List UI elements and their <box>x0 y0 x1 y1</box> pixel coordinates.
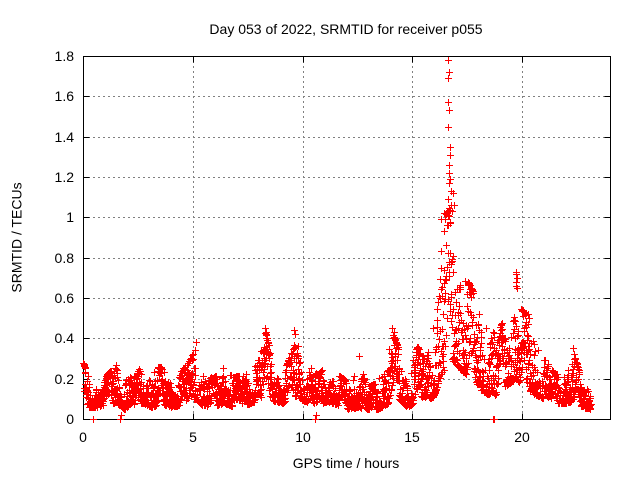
y-tick-label-0.8: 0.8 <box>54 250 74 266</box>
y-tick-label-1: 1 <box>66 209 74 225</box>
y-tick-label-0.4: 0.4 <box>54 330 74 346</box>
y-tick-label-1.6: 1.6 <box>54 88 74 104</box>
x-tick-label-20: 20 <box>514 429 530 445</box>
x-tick-label-5: 5 <box>189 429 197 445</box>
plot-border <box>83 56 611 420</box>
chart-title: Day 053 of 2022, SRMTID for receiver p05… <box>209 21 483 37</box>
y-axis-title: SRMTID / TECUs <box>8 182 25 293</box>
y-tick-label-0: 0 <box>66 411 74 427</box>
x-tick-label-15: 15 <box>404 429 420 445</box>
y-tick-label-1.4: 1.4 <box>54 129 74 145</box>
y-tick-label-1.2: 1.2 <box>54 169 74 185</box>
data-points-srmtid <box>80 57 595 423</box>
y-tick-label-1.8: 1.8 <box>54 48 74 64</box>
x-tick-label-10: 10 <box>295 429 311 445</box>
y-tick-label-0.6: 0.6 <box>54 290 74 306</box>
x-axis-title: GPS time / hours <box>292 455 400 471</box>
y-tick-label-0.2: 0.2 <box>54 371 74 387</box>
x-tick-label-0: 0 <box>79 429 87 445</box>
